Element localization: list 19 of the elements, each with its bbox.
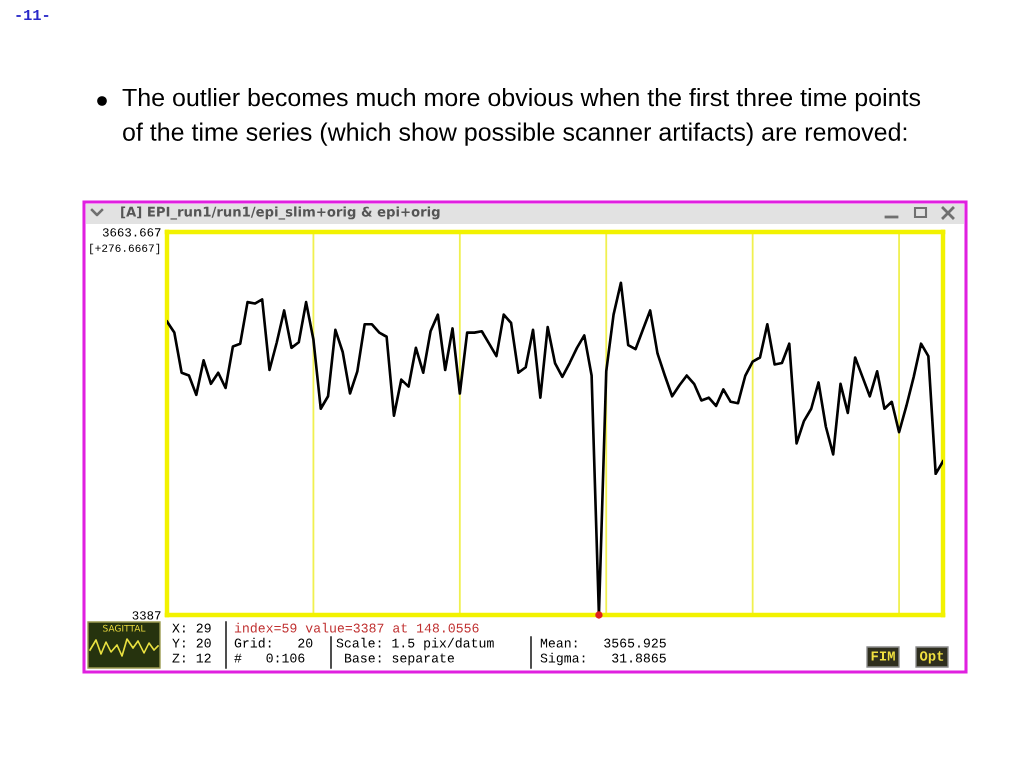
y-tick-label: 3663.667 [102,228,161,237]
text: -11- [16,9,49,20]
text: SAGITTAL [103,624,146,632]
text: Sigma: 31.8865 [540,652,666,666]
text: Scale: 1.5 pix/datum [336,637,494,651]
text: [+276.6667] [90,243,160,255]
text: index=59 value=3387 at 148.0556 [234,622,479,633]
text: Base: separate [345,653,454,666]
y-tick-label: 3387 [132,611,161,620]
text: X: 29 [172,623,211,633]
text: Opt [919,651,944,664]
text: Mean: 3565.925 [540,638,666,648]
text: [A] EPI_run1/run1/epi_slim+orig & epi+orig [121,206,440,220]
text: Z: 12 [172,653,211,663]
text: Grid: 20 [234,637,313,648]
text: FIM [871,651,895,661]
text: Y: 20 [172,638,211,648]
text: # 0:106 [234,653,305,663]
chart-title: The outlier becomes much more obvious when the first three time points of the time series (which show possible scanner artifacts) are removed: [122,88,921,146]
